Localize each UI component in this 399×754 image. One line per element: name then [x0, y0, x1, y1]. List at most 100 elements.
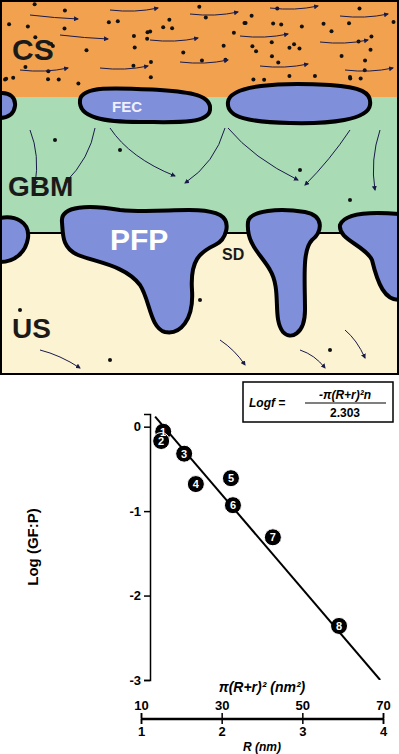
- protein-dot: [4, 77, 8, 81]
- flow-arrow: [180, 60, 228, 63]
- podocyte-foot-process: [248, 210, 320, 335]
- tick-label: 30: [215, 698, 229, 713]
- flow-arrow: [305, 130, 350, 185]
- tick-label: 3: [299, 724, 306, 739]
- flow-arrow: [240, 34, 288, 37]
- protein-dot: [392, 20, 396, 24]
- flow-arrow: [260, 64, 308, 67]
- protein-dot: [271, 22, 275, 26]
- protein-dot: [357, 7, 361, 11]
- x-axis: 10 30 50 70: [134, 698, 390, 719]
- protein-dot: [132, 34, 136, 38]
- data-point: [222, 470, 239, 487]
- tick: 2: [219, 719, 226, 739]
- flow-arrow: [40, 350, 80, 368]
- equation-box: [243, 382, 393, 422]
- tick-label: 0: [134, 419, 141, 434]
- protein-dot: [328, 348, 332, 352]
- flow-arrow: [110, 8, 158, 11]
- protein-dot: [18, 308, 22, 312]
- point-label: 2: [158, 435, 164, 447]
- y-axis-title: Log (GF:P): [24, 508, 41, 585]
- protein-dot: [348, 76, 352, 80]
- protein-dot: [287, 74, 291, 78]
- diagram-frame: [1, 1, 398, 374]
- cs-region: [0, 0, 399, 97]
- arrows: [20, 6, 393, 368]
- protein-dot: [369, 35, 373, 39]
- tick-label: 2: [219, 724, 226, 739]
- protein-dot: [170, 26, 174, 30]
- axis-line: [144, 415, 151, 681]
- protein-dot: [322, 22, 326, 26]
- protein-dot: [297, 47, 301, 51]
- axis-line: [142, 713, 384, 719]
- flow-arrow: [30, 15, 78, 19]
- protein-dot: [287, 46, 291, 50]
- y-axis: 0-1-2-3: [129, 415, 150, 688]
- protein-dot: [107, 20, 111, 24]
- protein-dot: [298, 168, 302, 172]
- protein-dot: [76, 81, 80, 85]
- fit-line: [155, 417, 380, 680]
- protein-dot: [108, 358, 112, 362]
- protein-dot: [198, 298, 202, 302]
- gbm-label: GBM: [8, 171, 73, 202]
- flow-arrow: [373, 130, 380, 190]
- protein-dot: [118, 148, 122, 152]
- us-label: US: [12, 313, 51, 344]
- tick: 30: [215, 698, 229, 718]
- tick: -3: [129, 673, 150, 688]
- equation-denominator: 2.303: [330, 406, 360, 420]
- tick: 0: [134, 419, 150, 434]
- x2-axis: 1234: [138, 719, 388, 739]
- tick-mark: [144, 680, 150, 682]
- tick-mark: [383, 713, 385, 718]
- protein-dot: [279, 23, 283, 27]
- tick-label: 50: [296, 698, 310, 713]
- protein-dot: [329, 29, 333, 33]
- protein-dot: [222, 44, 226, 48]
- point-labels: 12345678: [158, 426, 342, 632]
- protein-dot: [46, 77, 50, 81]
- flow-arrow: [190, 12, 238, 15]
- plot-area: [153, 417, 381, 680]
- tick-label: 10: [134, 698, 148, 713]
- flow-arrow: [300, 350, 325, 368]
- podocyte-foot-process: [340, 213, 399, 300]
- fenestrated-endothelial-cell: [228, 84, 370, 123]
- protein-dot: [359, 76, 363, 80]
- fec-label: FEC: [112, 98, 142, 115]
- point-label: 6: [230, 499, 236, 511]
- pfp-label: PFP: [110, 223, 168, 256]
- flow-arrow: [228, 128, 298, 180]
- protein-dot: [250, 14, 254, 18]
- tick: -1: [129, 504, 150, 519]
- tick: 3: [299, 719, 306, 739]
- protein-dot: [131, 64, 135, 68]
- protein-dot: [200, 58, 204, 62]
- data-point: [264, 529, 281, 546]
- tick-mark: [141, 713, 143, 718]
- protein-dot: [149, 60, 153, 64]
- tick-label: -1: [129, 504, 141, 519]
- dots: [3, 2, 395, 362]
- sd-label: SD: [222, 246, 244, 263]
- tick-mark: [302, 713, 304, 718]
- flow-arrow: [270, 6, 318, 9]
- podocyte-foot-process: [0, 217, 28, 262]
- point-label: 7: [270, 531, 276, 543]
- protein-dot: [204, 16, 208, 20]
- protein-dot: [347, 21, 351, 25]
- protein-dot: [276, 61, 280, 65]
- protein-dot: [7, 22, 11, 26]
- flow-arrow: [185, 128, 225, 183]
- tick-mark: [144, 511, 150, 513]
- cs-label: CS: [12, 33, 54, 66]
- tick-label: 70: [376, 698, 390, 713]
- protein-dot: [161, 25, 165, 29]
- protein-dot: [254, 49, 258, 53]
- flow-arrow: [320, 40, 368, 43]
- tick: 10: [134, 698, 148, 718]
- protein-dot: [262, 78, 266, 82]
